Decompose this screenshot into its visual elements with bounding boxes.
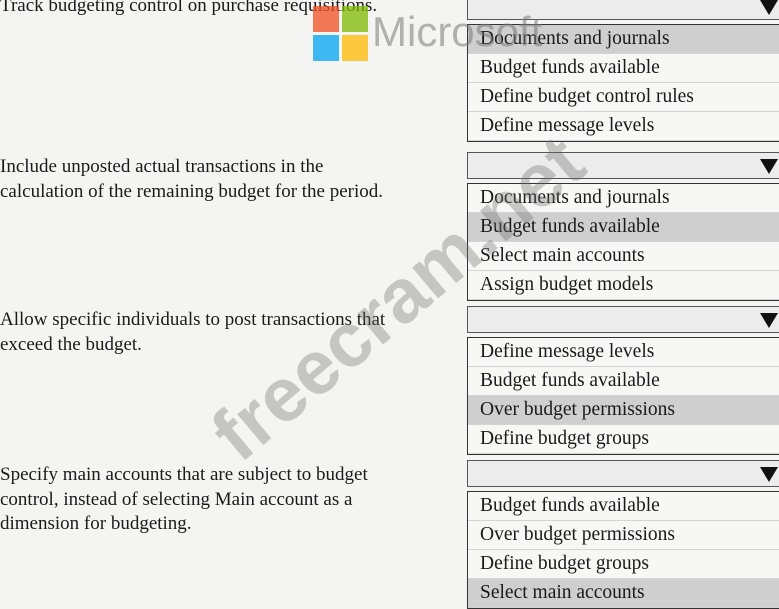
- statement-line: Include unposted actual transactions in …: [0, 156, 324, 177]
- statement: Specify main accounts that are subject t…: [0, 463, 368, 537]
- option[interactable]: Documents and journals: [468, 25, 779, 54]
- statement: Allow specific individuals to post trans…: [0, 308, 385, 357]
- option[interactable]: Select main accounts: [468, 579, 779, 608]
- dropdown[interactable]: [467, 152, 779, 179]
- statement-line: Track budgeting control on purchase requ…: [0, 0, 378, 16]
- brand-logo: [313, 6, 368, 61]
- option-list: Budget funds available Over budget permis…: [467, 491, 779, 609]
- statement-line: Specify main accounts that are subject t…: [0, 464, 368, 485]
- option[interactable]: Define message levels: [468, 338, 779, 367]
- option[interactable]: Define budget groups: [468, 550, 779, 579]
- statement-line: control, instead of selecting Main accou…: [0, 488, 353, 510]
- option-list: Define message levels Budget funds availa…: [467, 337, 779, 455]
- option[interactable]: Select main accounts: [468, 242, 779, 271]
- dropdown-arrow: [760, 159, 778, 174]
- option[interactable]: Over budget permissions: [468, 521, 779, 550]
- statement-line: Allow specific individuals to post trans…: [0, 309, 386, 330]
- option[interactable]: Over budget permissions: [468, 396, 779, 425]
- dropdown[interactable]: [467, 460, 779, 487]
- dropdown[interactable]: [467, 0, 779, 20]
- option[interactable]: Assign budget models: [468, 271, 779, 300]
- statement-line: exceed the budget.: [0, 333, 142, 355]
- option[interactable]: Define budget control rules: [468, 83, 779, 112]
- statement: Include unposted actual transactions in …: [0, 155, 383, 204]
- option-list: Documents and journals Budget funds avail…: [467, 24, 779, 142]
- statement-line: calculation of the remaining budget for …: [0, 180, 384, 202]
- option[interactable]: Budget funds available: [468, 492, 779, 521]
- dropdown-arrow: [760, 467, 778, 482]
- statement-line: dimension for budgeting.: [0, 513, 192, 534]
- option[interactable]: Define message levels: [468, 112, 779, 141]
- statement: Track budgeting control on purchase requ…: [0, 0, 377, 19]
- option[interactable]: Documents and journals: [468, 184, 779, 213]
- option[interactable]: Budget funds available: [468, 54, 779, 83]
- dropdown-arrow: [760, 0, 778, 15]
- option[interactable]: Budget funds available: [468, 367, 779, 396]
- dropdown[interactable]: [467, 306, 779, 333]
- option[interactable]: Define budget groups: [468, 425, 779, 454]
- option-list: Documents and journals Budget funds avail…: [467, 183, 779, 301]
- option[interactable]: Budget funds available: [468, 213, 779, 242]
- watermark-brand: Microsoft: [372, 8, 543, 55]
- dropdown-arrow: [760, 313, 778, 328]
